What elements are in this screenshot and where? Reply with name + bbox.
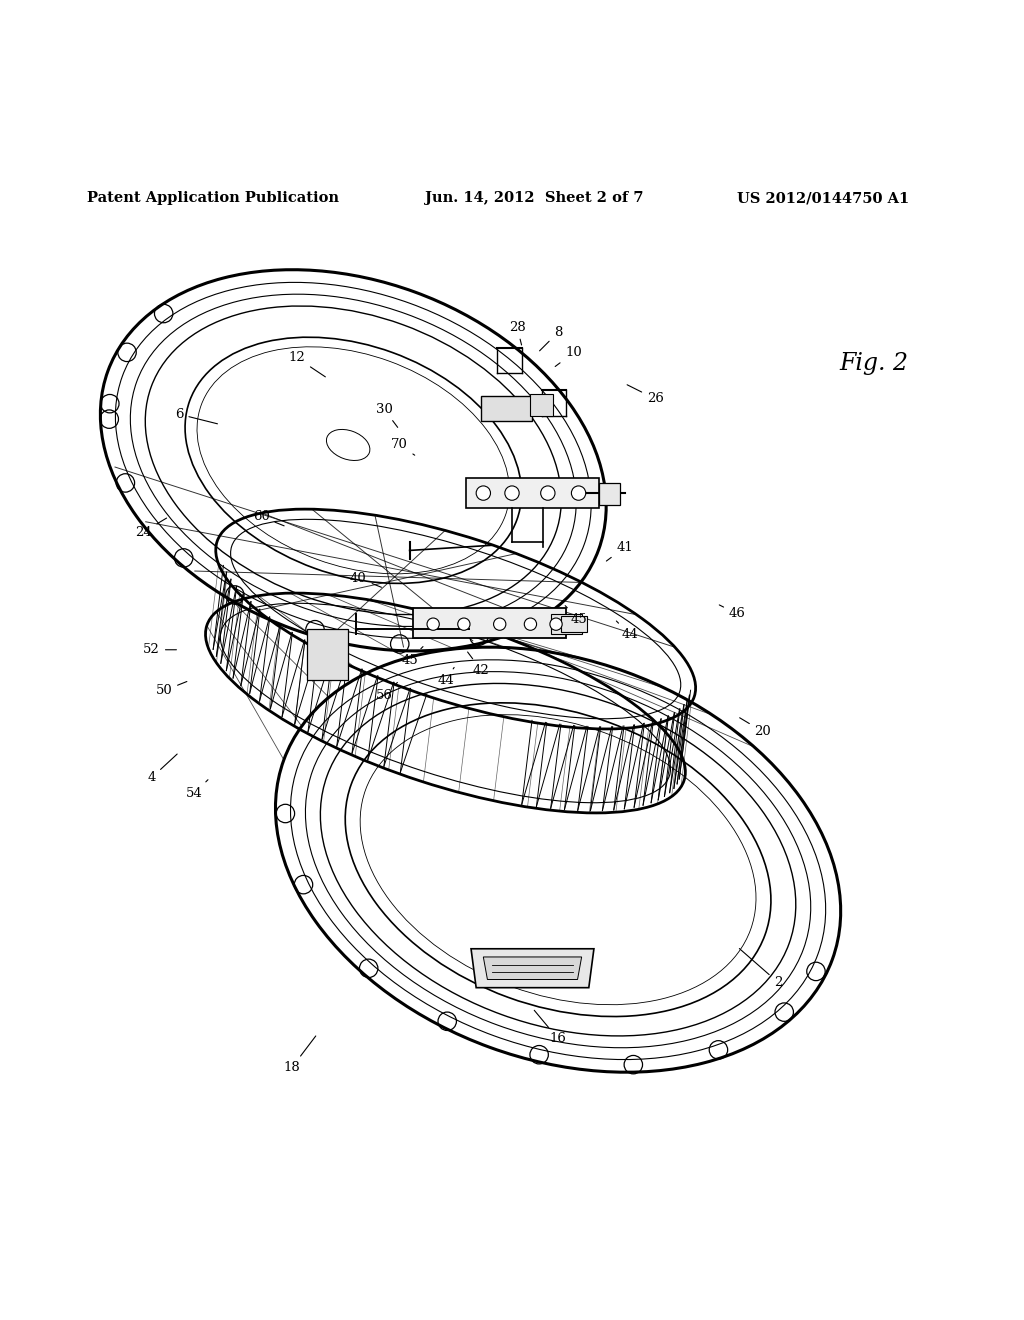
Text: Patent Application Publication: Patent Application Publication: [87, 191, 339, 205]
Text: 52: 52: [143, 643, 176, 656]
Text: 54: 54: [186, 780, 208, 800]
Circle shape: [427, 618, 439, 631]
Circle shape: [505, 486, 519, 500]
Text: Fig. 2: Fig. 2: [840, 351, 908, 375]
Text: 6: 6: [175, 408, 217, 424]
Circle shape: [550, 618, 562, 631]
Text: 12: 12: [289, 351, 326, 376]
Circle shape: [476, 486, 490, 500]
Text: 16: 16: [535, 1010, 566, 1045]
Bar: [413, 607, 566, 639]
Text: Jun. 14, 2012  Sheet 2 of 7: Jun. 14, 2012 Sheet 2 of 7: [425, 191, 643, 205]
Text: 70: 70: [391, 438, 415, 455]
Text: 46: 46: [719, 605, 745, 620]
Text: 44: 44: [616, 620, 638, 642]
Polygon shape: [466, 478, 599, 508]
Bar: [307, 630, 348, 681]
Text: 18: 18: [284, 1036, 315, 1074]
Bar: [530, 393, 553, 416]
Text: 41: 41: [606, 541, 633, 561]
Text: 50: 50: [156, 681, 186, 697]
Text: 28: 28: [509, 321, 525, 345]
Text: 10: 10: [555, 346, 582, 367]
Text: 30: 30: [376, 403, 397, 428]
Text: US 2012/0144750 A1: US 2012/0144750 A1: [737, 191, 909, 205]
Circle shape: [494, 618, 506, 631]
Text: 8: 8: [540, 326, 562, 351]
Bar: [551, 614, 582, 635]
Text: 42: 42: [468, 652, 489, 677]
Text: 26: 26: [627, 384, 664, 405]
Circle shape: [571, 486, 586, 500]
Text: 45: 45: [401, 647, 423, 667]
Circle shape: [541, 486, 555, 500]
Bar: [561, 616, 587, 632]
Text: 4: 4: [147, 754, 177, 784]
Circle shape: [458, 618, 470, 631]
Polygon shape: [471, 949, 594, 987]
Text: 60: 60: [253, 510, 284, 525]
Polygon shape: [483, 957, 582, 979]
Text: 56: 56: [376, 682, 397, 702]
Text: 24: 24: [135, 517, 167, 539]
Text: 45: 45: [565, 606, 587, 626]
Circle shape: [524, 618, 537, 631]
Text: 40: 40: [350, 572, 381, 587]
Bar: [599, 483, 620, 506]
Text: 20: 20: [739, 718, 771, 738]
Text: 2: 2: [739, 949, 782, 989]
Text: 44: 44: [437, 668, 454, 686]
Bar: [481, 396, 532, 421]
